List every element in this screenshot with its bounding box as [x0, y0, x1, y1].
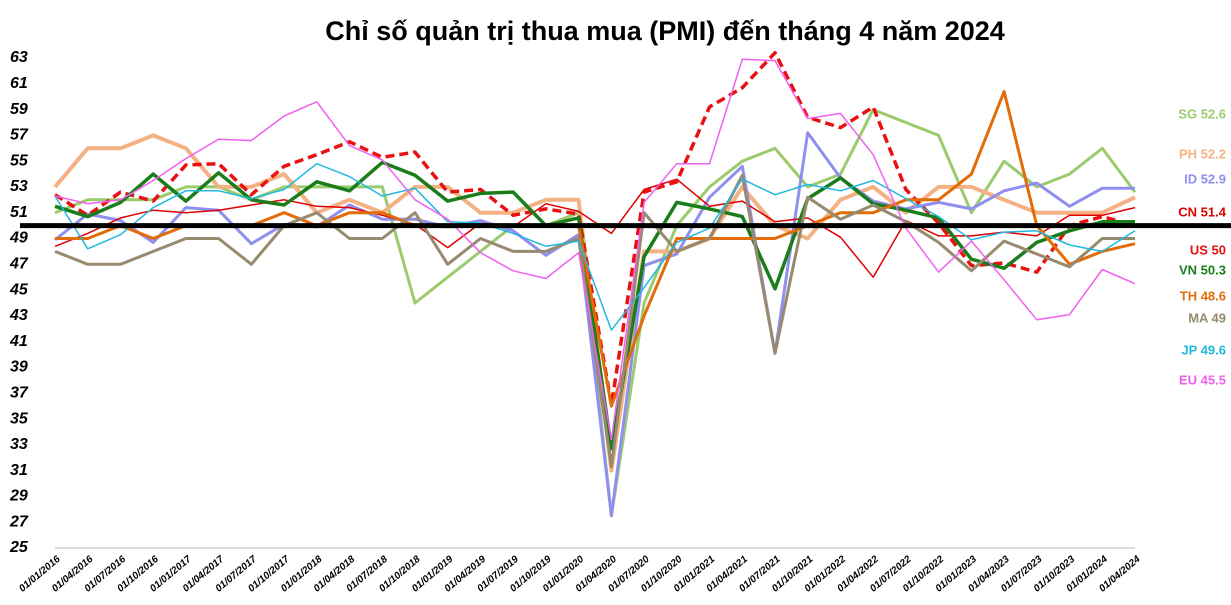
y-tick-label: 41 — [9, 333, 28, 350]
y-tick-label: 51 — [10, 204, 28, 221]
series-end-label: ID 52.9 — [1184, 171, 1226, 186]
y-tick-label: 37 — [10, 384, 29, 401]
series-line — [54, 51, 1136, 407]
y-tick-label: 43 — [9, 307, 28, 324]
series-end-label: EU 45.5 — [1179, 372, 1226, 387]
y-tick-label: 25 — [9, 539, 29, 556]
y-tick-label: 33 — [10, 436, 28, 453]
y-tick-label: 31 — [10, 462, 28, 479]
series-end-label: CN 51.4 — [1178, 204, 1226, 219]
chart-title: Chỉ số quản trị thua mua (PMI) đến tháng… — [325, 16, 1005, 46]
series-line — [54, 58, 1136, 441]
y-tick-label: 53 — [10, 178, 28, 195]
y-tick-label: 29 — [9, 488, 28, 505]
y-tick-label: 55 — [10, 152, 29, 169]
y-tick-label: 47 — [9, 256, 29, 273]
y-tick-label: 57 — [10, 127, 29, 144]
y-tick-label: 61 — [10, 75, 28, 92]
y-tick-label: 39 — [10, 359, 28, 376]
series-end-label: TH 48.6 — [1180, 288, 1226, 303]
series-end-label: PH 52.2 — [1179, 146, 1226, 161]
y-tick-label: 27 — [9, 513, 29, 530]
series-end-label: VN 50.3 — [1179, 262, 1226, 277]
series-end-label: SG 52.6 — [1178, 106, 1226, 121]
series-line — [54, 178, 1136, 278]
y-tick-label: 45 — [9, 281, 29, 298]
series-line — [54, 160, 1135, 451]
y-tick-label: 35 — [10, 410, 29, 427]
series-end-label: JP 49.6 — [1181, 342, 1226, 357]
y-tick-label: 49 — [9, 230, 28, 247]
series-line — [54, 162, 1136, 331]
y-tick-label: 63 — [10, 49, 28, 66]
y-tick-label: 59 — [10, 101, 28, 118]
series-end-label: MA 49 — [1188, 310, 1226, 325]
series-end-label: US 50 — [1190, 242, 1226, 257]
